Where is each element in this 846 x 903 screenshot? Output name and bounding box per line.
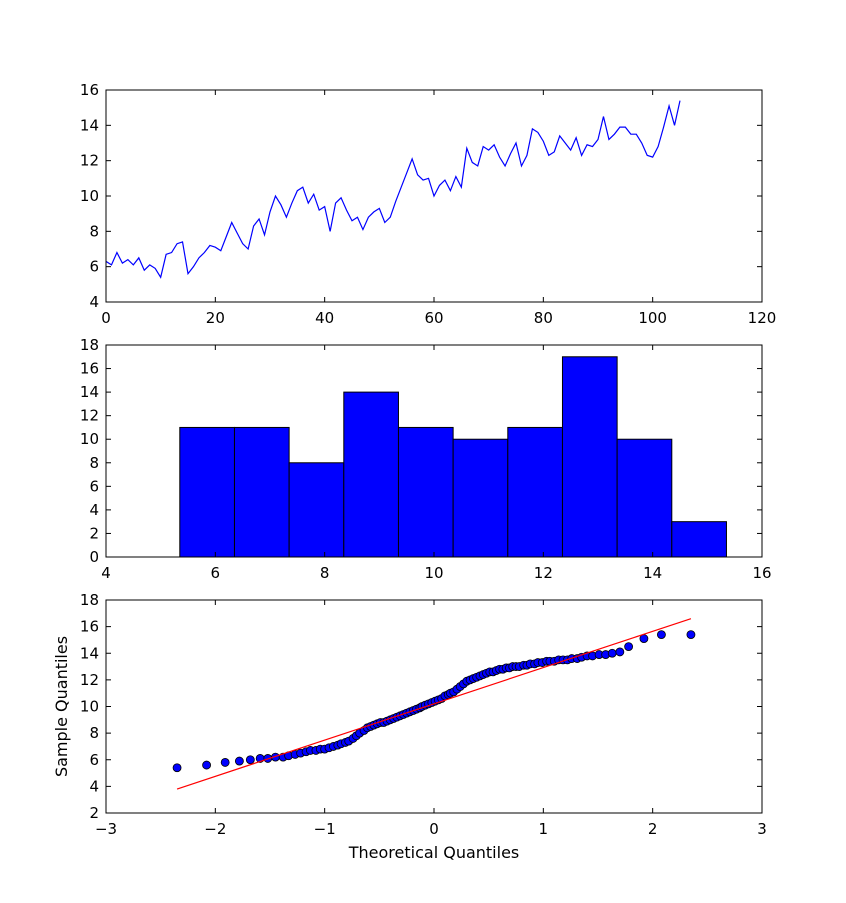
x-tick-label: 12 xyxy=(534,564,553,582)
histogram-bar xyxy=(561,356,618,558)
x-tick-label: 120 xyxy=(748,309,777,327)
x-tick-label: 20 xyxy=(206,309,225,327)
y-tick-label: 10 xyxy=(80,698,99,716)
qq-point xyxy=(202,760,211,770)
x-tick-label: 0 xyxy=(101,309,111,327)
x-axis-label: Theoretical Quantiles xyxy=(348,843,520,862)
plot-area xyxy=(172,618,696,790)
histogram-bar xyxy=(397,426,454,558)
qq-point xyxy=(220,758,230,767)
x-tick-label: 100 xyxy=(638,309,667,327)
qq-point xyxy=(607,648,617,658)
y-tick-label: 6 xyxy=(89,477,99,495)
histogram-bar xyxy=(616,438,673,558)
y-tick-label: 6 xyxy=(89,258,99,276)
histogram-bar xyxy=(179,426,235,558)
x-tick-label: −1 xyxy=(314,820,336,838)
y-tick-label: 2 xyxy=(89,524,99,542)
y-tick-label: 10 xyxy=(80,430,99,448)
x-tick-label: 80 xyxy=(534,309,553,327)
qq-point xyxy=(615,647,625,657)
y-axis-label: Sample Quantiles xyxy=(52,636,71,777)
x-tick-label: −3 xyxy=(95,820,117,838)
y-tick-label: 18 xyxy=(80,591,99,609)
y-tick-label: 14 xyxy=(80,644,99,662)
qq-point xyxy=(624,642,634,651)
histogram-bar xyxy=(288,462,345,558)
y-tick-label: 4 xyxy=(89,777,99,795)
y-tick-label: 6 xyxy=(89,751,99,769)
time-series-panel: 0 20 40 60 80 100 120 4 6 8 10 12 14 16 xyxy=(80,81,776,327)
qq-point xyxy=(245,755,255,765)
y-tick-label: 14 xyxy=(80,383,99,401)
y-tick-label: 12 xyxy=(80,671,99,689)
series-line xyxy=(105,100,681,279)
qq-point xyxy=(657,630,666,640)
y-tick-label: 14 xyxy=(80,116,99,134)
x-tick-label: 8 xyxy=(320,564,330,582)
y-tick-label: 12 xyxy=(80,152,99,170)
y-tick-label: 4 xyxy=(89,501,99,519)
y-tick-label: 8 xyxy=(89,454,99,472)
x-tick-label: 4 xyxy=(101,564,111,582)
x-tick-label: 6 xyxy=(211,564,221,582)
y-tick-label: 18 xyxy=(80,336,99,354)
y-tick-label: 2 xyxy=(89,804,99,822)
x-tick-label: 1 xyxy=(539,820,549,838)
y-tick-label: 10 xyxy=(80,187,99,205)
y-tick-label: 16 xyxy=(80,618,99,636)
y-tick-label: 0 xyxy=(89,548,99,566)
histogram-bar xyxy=(507,426,563,558)
y-tick-label: 8 xyxy=(89,724,99,742)
histogram-bar xyxy=(233,426,290,558)
histogram-bar xyxy=(343,391,399,558)
y-tick-label: 12 xyxy=(80,407,99,425)
histogram-panel: 4 6 8 10 12 14 16 0 2 4 6 8 10 12 14 16 18 xyxy=(80,336,772,582)
x-tick-label: 14 xyxy=(643,564,662,582)
y-tick-label: 16 xyxy=(80,360,99,378)
x-tick-label: 16 xyxy=(752,564,771,582)
y-tick-label: 4 xyxy=(89,293,99,311)
qq-point xyxy=(172,763,182,773)
y-tick-label: 8 xyxy=(89,222,99,240)
histogram-bar xyxy=(452,438,509,558)
x-tick-label: 40 xyxy=(315,309,334,327)
x-tick-label: 60 xyxy=(424,309,443,327)
y-tick-label: 16 xyxy=(80,81,99,99)
x-tick-label: 10 xyxy=(424,564,443,582)
x-tick-label: −2 xyxy=(204,820,226,838)
x-tick-label: 2 xyxy=(648,820,658,838)
plot-area xyxy=(179,356,727,558)
plot-area xyxy=(105,100,681,279)
qq-point xyxy=(234,756,244,766)
x-tick-label: 3 xyxy=(757,820,767,838)
reference-line xyxy=(176,618,692,790)
qq-point xyxy=(686,630,696,640)
qq-point xyxy=(639,634,649,644)
x-tick-label: 0 xyxy=(429,820,439,838)
histogram-bar xyxy=(671,521,727,558)
